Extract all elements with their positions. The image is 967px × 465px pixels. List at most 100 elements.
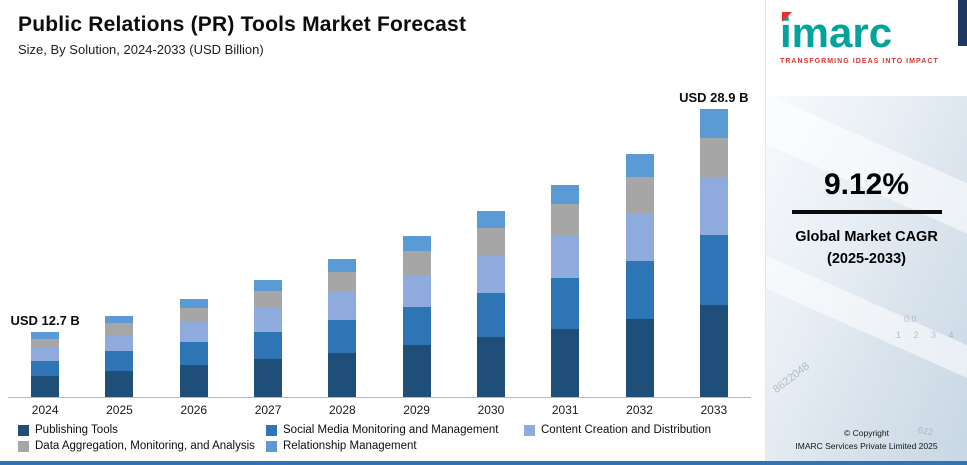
bar-segment xyxy=(476,337,505,397)
bar-segment xyxy=(625,319,654,397)
bar-segment xyxy=(179,365,208,397)
bar-column-2025 xyxy=(82,315,156,397)
cagr-divider xyxy=(791,210,942,214)
legend-swatch xyxy=(18,424,29,436)
bar-segment xyxy=(625,212,654,262)
x-axis-label-2030: 2030 xyxy=(477,403,505,417)
bar-segment xyxy=(105,315,134,324)
cagr-label-line2: (2025-2033) xyxy=(827,250,906,267)
cagr-value: 9.12% xyxy=(823,168,910,201)
decorative-numbers: 0.0 xyxy=(904,314,917,324)
bar-segment xyxy=(402,235,431,252)
legend: Publishing Tools Social Media Monitoring … xyxy=(0,419,765,461)
bar-segment xyxy=(625,154,654,177)
bar-segment xyxy=(699,108,728,138)
stacked-bar-2032 xyxy=(625,154,654,397)
decorative-corner-bar xyxy=(958,0,967,46)
x-axis-label-2027: 2027 xyxy=(254,403,282,417)
copyright-line2: IMARC Services Private Limited 2025 xyxy=(795,440,938,451)
stacked-bar-2033 xyxy=(699,108,728,397)
chart-title: Public Relations (PR) Tools Market Forec… xyxy=(18,13,467,36)
x-axis-label-2029: 2029 xyxy=(403,403,430,417)
bar-segment xyxy=(105,351,134,371)
legend-item: Content Creation and Distribution xyxy=(524,424,765,436)
stacked-bar-2025 xyxy=(105,315,134,397)
bar-segment xyxy=(551,184,580,205)
bar-segment xyxy=(179,341,208,366)
bar-segment xyxy=(402,306,431,346)
bar-segment xyxy=(551,204,580,236)
x-axis-label-2033: 2033 xyxy=(700,403,728,417)
x-axis-label-2031: 2031 xyxy=(551,403,579,417)
cagr-label-line1: Global Market CAGR xyxy=(795,228,938,245)
bar-column-2031 xyxy=(528,184,602,397)
bar-segment xyxy=(328,319,357,353)
bar-segment xyxy=(476,228,505,256)
bar-segment xyxy=(328,259,357,273)
legend-item: Relationship Management xyxy=(266,440,524,452)
stacked-bar-2027 xyxy=(254,279,283,397)
legend-label: Data Aggregation, Monitoring, and Analys… xyxy=(35,440,255,452)
bar-segment xyxy=(254,308,283,332)
logo-wordmark: imarc xyxy=(780,9,893,56)
bar-total-label-2033: USD 28.9 B xyxy=(679,89,749,105)
bar-total-label-2024: USD 12.7 B xyxy=(10,313,80,329)
bar-segment xyxy=(476,293,505,338)
imarc-logo: imarc xyxy=(780,12,892,54)
x-axis-label-2026: 2026 xyxy=(180,403,208,417)
bar-segment xyxy=(179,322,208,342)
bar-segment xyxy=(254,279,283,292)
bar-segment xyxy=(254,359,283,397)
logo-block: imarc TRANSFORMING IDEAS INTO IMPACT xyxy=(766,0,967,66)
stacked-bar-2028 xyxy=(328,259,357,397)
cagr-block: 9.12% Global Market CAGR (2025-2033) xyxy=(766,168,967,270)
chart-subtitle: Size, By Solution, 2024-2033 (USD Billio… xyxy=(18,42,264,57)
bar-segment xyxy=(476,255,505,294)
stacked-bar-2026 xyxy=(179,299,208,397)
bar-segment xyxy=(105,370,134,397)
decorative-numbers: 8622048 xyxy=(770,360,812,396)
bar-segment xyxy=(625,176,654,213)
bar-segment xyxy=(105,334,134,352)
legend-label: Content Creation and Distribution xyxy=(541,424,712,436)
legend-item: Social Media Monitoring and Management xyxy=(266,424,524,436)
bar-segment xyxy=(402,251,431,275)
bar-segment xyxy=(699,177,728,236)
x-axis-label-2028: 2028 xyxy=(328,403,356,417)
bar-segment xyxy=(328,292,357,320)
bar-segment xyxy=(31,338,60,348)
copyright-line1: © Copyright xyxy=(843,427,889,438)
legend-label: Publishing Tools xyxy=(35,424,118,436)
bar-column-2033: USD 28.9 B xyxy=(677,90,751,397)
decorative-numbers: 1 2 3 4 xyxy=(896,330,959,340)
legend-swatch xyxy=(18,440,29,452)
bar-segment xyxy=(179,308,208,323)
bar-segment xyxy=(254,331,283,360)
x-axis-label-2024: 2024 xyxy=(31,403,59,417)
legend-item: Data Aggregation, Monitoring, and Analys… xyxy=(18,440,266,452)
bar-segment xyxy=(254,291,283,309)
bar-segment xyxy=(31,347,60,361)
bar-segment xyxy=(328,272,357,292)
bar-segment xyxy=(31,360,60,377)
x-axis-label-2025: 2025 xyxy=(106,403,133,417)
sidebar-background-image: 0.0 1 2 3 4 8622048 622 xyxy=(766,96,967,461)
bar-segment xyxy=(625,261,654,320)
bar-segment xyxy=(699,235,728,306)
bar-segment xyxy=(699,137,728,178)
bar-segment xyxy=(476,210,505,229)
bar-column-2028 xyxy=(305,259,379,397)
chart-header: Public Relations (PR) Tools Market Forec… xyxy=(0,0,765,57)
bar-segment xyxy=(551,235,580,279)
bar-segment xyxy=(551,328,580,397)
legend-swatch xyxy=(266,424,277,436)
logo-tagline: TRANSFORMING IDEAS INTO IMPACT xyxy=(780,58,939,65)
bar-segment xyxy=(31,332,60,339)
bar-segment xyxy=(402,274,431,307)
copyright: © Copyright IMARC Services Private Limit… xyxy=(766,427,967,453)
bar-column-2026 xyxy=(157,299,231,397)
bar-column-2032 xyxy=(602,154,676,397)
plot-area: USD 12.7 B USD 28.9 B xyxy=(8,61,751,398)
logo-flame-icon xyxy=(782,12,792,22)
